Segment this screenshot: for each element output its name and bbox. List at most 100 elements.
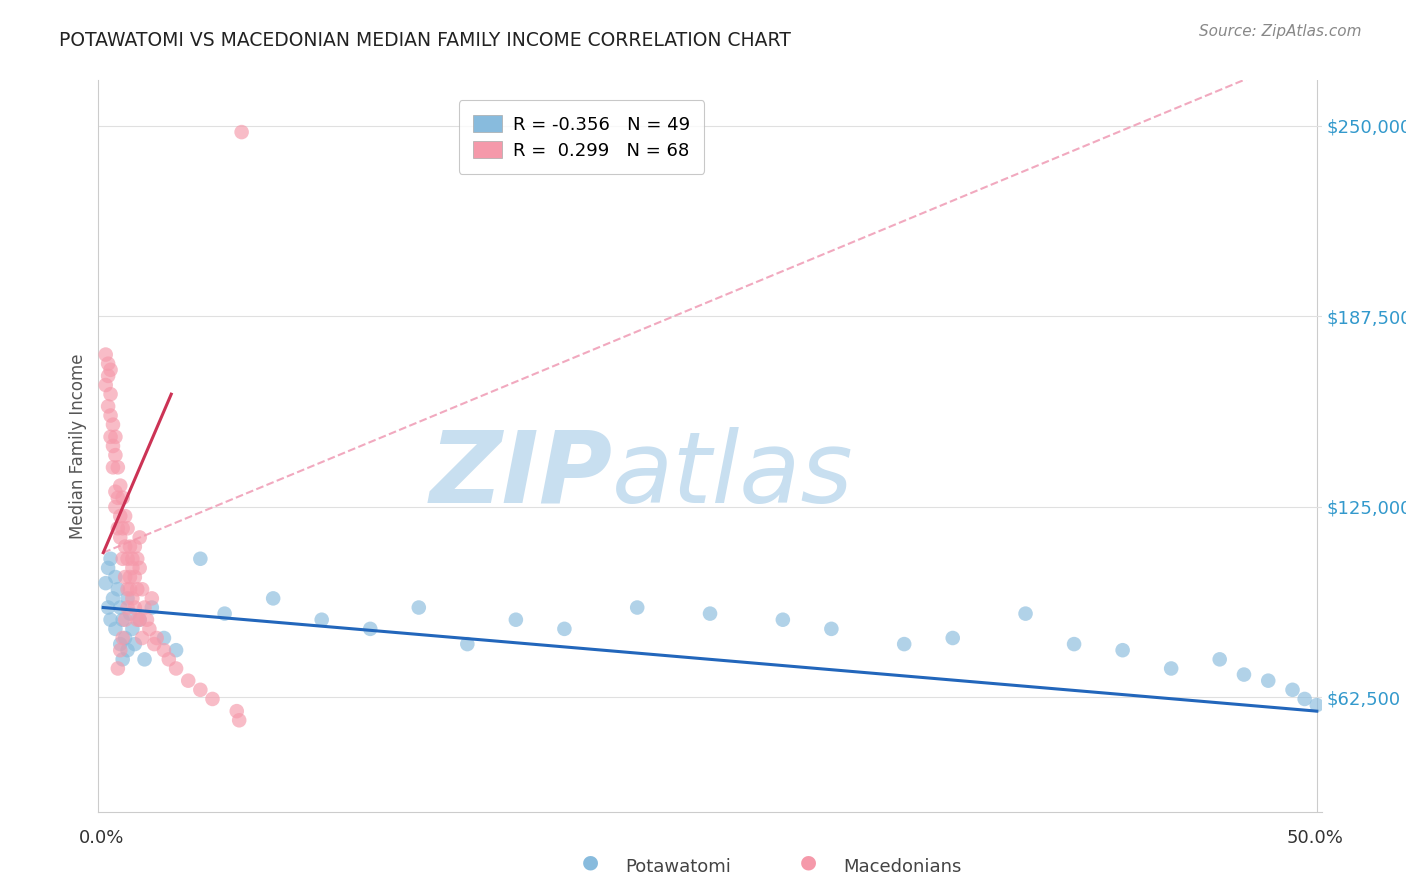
- Point: [111, 491, 134, 505]
- Point: [117, 643, 139, 657]
- Point: [111, 652, 134, 666]
- Point: [100, 613, 122, 627]
- Point: [231, 125, 253, 139]
- Point: [225, 704, 247, 718]
- Point: [128, 561, 150, 575]
- Point: [114, 613, 136, 627]
- Point: [117, 521, 139, 535]
- Point: [100, 387, 122, 401]
- Point: [104, 570, 127, 584]
- Point: [127, 613, 149, 627]
- Point: [110, 478, 132, 492]
- Text: ZIP: ZIP: [429, 426, 612, 524]
- Point: [134, 600, 156, 615]
- Point: [124, 570, 146, 584]
- Point: [101, 591, 124, 606]
- Point: [107, 491, 129, 505]
- Point: [121, 591, 143, 606]
- Text: POTAWATOMI VS MACEDONIAN MEDIAN FAMILY INCOME CORRELATION CHART: POTAWATOMI VS MACEDONIAN MEDIAN FAMILY I…: [59, 31, 792, 50]
- Point: [262, 591, 284, 606]
- Point: [111, 631, 134, 645]
- Point: [97, 400, 120, 414]
- Text: Source: ZipAtlas.com: Source: ZipAtlas.com: [1198, 24, 1361, 39]
- Point: [107, 460, 129, 475]
- Point: [118, 540, 141, 554]
- Text: Macedonians: Macedonians: [844, 858, 962, 876]
- Point: [553, 622, 575, 636]
- Point: [136, 613, 159, 627]
- Text: atlas: atlas: [612, 426, 853, 524]
- Point: [121, 622, 143, 636]
- Point: [1111, 643, 1133, 657]
- Point: [127, 582, 149, 597]
- Point: [157, 652, 180, 666]
- Point: [820, 622, 842, 636]
- Point: [138, 622, 160, 636]
- Point: [141, 600, 163, 615]
- Point: [100, 363, 122, 377]
- Point: [114, 509, 136, 524]
- Point: [110, 530, 132, 544]
- Point: [100, 551, 122, 566]
- Point: [145, 631, 167, 645]
- Point: [1208, 652, 1232, 666]
- Point: [214, 607, 236, 621]
- Point: [114, 540, 136, 554]
- Point: [104, 484, 127, 499]
- Point: [188, 551, 212, 566]
- Point: [101, 460, 124, 475]
- Point: [101, 439, 124, 453]
- Point: [1257, 673, 1279, 688]
- Point: [131, 582, 153, 597]
- Point: [942, 631, 965, 645]
- Point: [143, 637, 166, 651]
- Point: [110, 643, 132, 657]
- Point: [117, 551, 139, 566]
- Point: [110, 600, 132, 615]
- Point: [118, 582, 141, 597]
- Point: [97, 368, 120, 383]
- Point: [101, 417, 124, 432]
- Point: [111, 551, 134, 566]
- Point: [104, 448, 127, 462]
- Point: [121, 551, 143, 566]
- Point: [1014, 607, 1036, 621]
- Point: [117, 591, 139, 606]
- Point: [772, 613, 794, 627]
- Point: [100, 430, 122, 444]
- Text: ●: ●: [582, 852, 599, 871]
- Point: [111, 521, 134, 535]
- Point: [1233, 667, 1256, 681]
- Point: [134, 652, 156, 666]
- Point: [311, 613, 333, 627]
- Legend: R = -0.356   N = 49, R =  0.299   N = 68: R = -0.356 N = 49, R = 0.299 N = 68: [458, 100, 704, 174]
- Point: [1281, 682, 1303, 697]
- Point: [110, 509, 132, 524]
- Point: [117, 600, 139, 615]
- Point: [124, 540, 146, 554]
- Point: [107, 582, 129, 597]
- Y-axis label: Median Family Income: Median Family Income: [69, 353, 87, 539]
- Point: [177, 673, 200, 688]
- Point: [104, 622, 127, 636]
- Point: [1160, 661, 1182, 675]
- Point: [165, 643, 187, 657]
- Point: [128, 530, 150, 544]
- Point: [626, 600, 648, 615]
- Point: [114, 570, 136, 584]
- Text: 50.0%: 50.0%: [1286, 829, 1343, 847]
- Point: [128, 613, 150, 627]
- Point: [359, 622, 381, 636]
- Point: [1294, 692, 1316, 706]
- Point: [107, 661, 129, 675]
- Point: [228, 714, 250, 728]
- Point: [131, 631, 153, 645]
- Point: [505, 613, 527, 627]
- Point: [104, 500, 127, 514]
- Point: [124, 637, 146, 651]
- Point: [201, 692, 224, 706]
- Point: [94, 348, 117, 362]
- Point: [118, 607, 141, 621]
- Point: [1063, 637, 1085, 651]
- Text: ●: ●: [800, 852, 817, 871]
